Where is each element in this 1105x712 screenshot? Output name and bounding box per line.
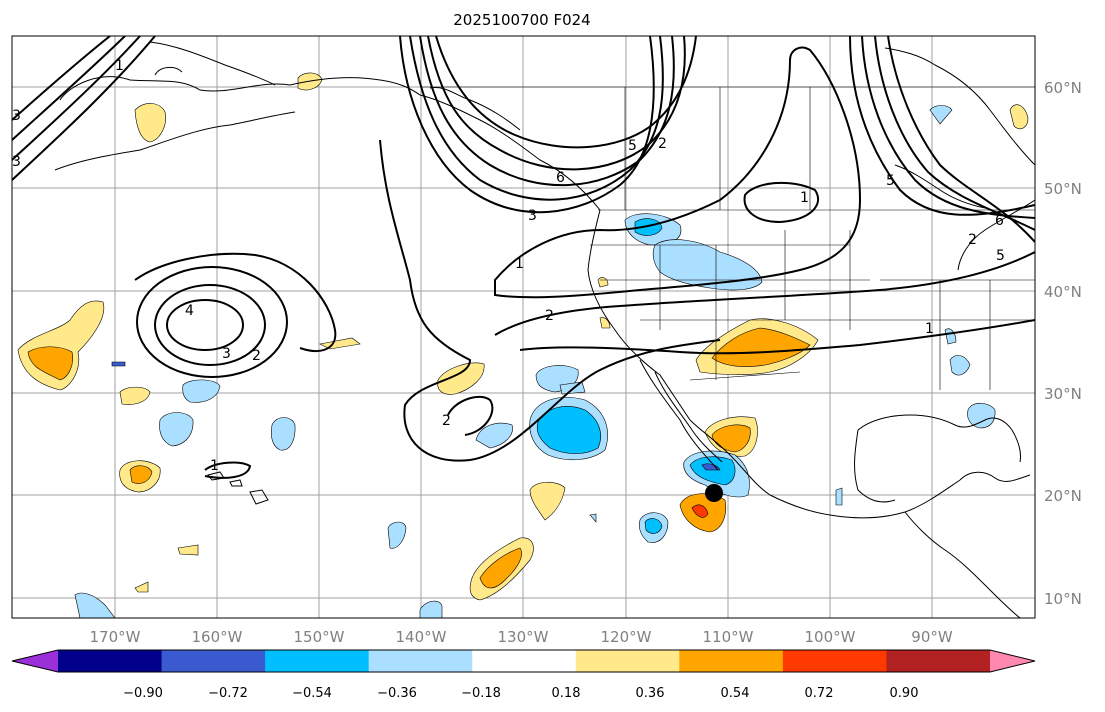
contour-label: 5 — [886, 173, 895, 189]
contour-label: 6 — [995, 213, 1004, 229]
lon-tick-label: 100°W — [805, 628, 856, 646]
contour-label: 2 — [658, 136, 667, 152]
lat-tick-label: 10°N — [1044, 590, 1082, 608]
location-marker — [705, 484, 723, 502]
lon-tick-label: 130°W — [498, 628, 549, 646]
colorbar-segments — [58, 650, 991, 672]
contour-lines — [12, 36, 1035, 479]
colorbar-label: −0.54 — [292, 686, 332, 701]
colorbar-label: −0.18 — [461, 686, 501, 701]
contour-label: 3 — [12, 108, 21, 124]
figure-title: 2025100700 F024 — [453, 11, 590, 29]
colorbar-max-extension — [990, 650, 1035, 672]
colorbar-label: 0.90 — [890, 686, 919, 701]
contour-label: 1 — [210, 458, 219, 474]
colorbar-segment — [265, 650, 370, 672]
colorbar-label: −0.90 — [123, 686, 163, 701]
contour-label: 2 — [968, 232, 977, 248]
colorbar-label: −0.36 — [377, 686, 417, 701]
colorbar-segment — [782, 650, 887, 672]
colorbar-outline — [11, 649, 1036, 673]
lon-tick-label: 170°W — [90, 628, 141, 646]
lon-tick-label: 90°W — [911, 628, 953, 646]
contour-label: 6 — [556, 170, 565, 186]
contour-label: 5 — [628, 138, 637, 154]
colorbar-segment — [161, 650, 266, 672]
colorbar-segment — [58, 650, 163, 672]
lon-tick-label: 120°W — [601, 628, 652, 646]
contour-label: 2 — [252, 348, 261, 364]
colorbar-segment — [886, 650, 991, 672]
colorbar-label: 0.18 — [552, 686, 581, 701]
contour-label: 1 — [925, 321, 934, 337]
political-borders — [420, 86, 1035, 390]
contour-label: 2 — [442, 413, 451, 429]
contour-labels: 1 2 3 3 4 2 1 2 1 3 5 2 6 1 1 5 6 5 2 3 — [12, 58, 1005, 474]
contour-label: 3 — [528, 208, 537, 224]
map-area: 1 2 3 3 4 2 1 2 1 3 5 2 6 1 1 5 6 5 2 3 — [11, 35, 1036, 619]
lon-tick-label: 110°W — [703, 628, 754, 646]
lon-tick-label: 140°W — [396, 628, 447, 646]
colorbar-segment — [472, 650, 577, 672]
contour-label: 4 — [185, 303, 194, 319]
contour-label: 5 — [996, 248, 1005, 264]
lat-tick-label: 30°N — [1044, 385, 1082, 403]
lat-tick-label: 50°N — [1044, 180, 1082, 198]
colorbar-label: 0.54 — [721, 686, 750, 701]
contour-label: 3 — [12, 154, 21, 170]
lon-tick-label: 160°W — [192, 628, 243, 646]
coastlines — [54, 41, 1035, 618]
contour-label: 1 — [115, 58, 124, 74]
colorbar-label: 0.72 — [805, 686, 834, 701]
contour-label: 1 — [515, 256, 524, 272]
lon-tick-label: 150°W — [294, 628, 345, 646]
colorbar-segment — [679, 650, 784, 672]
colorbar-labels: −0.90 −0.72 −0.54 −0.36 −0.18 0.18 0.36 … — [123, 686, 918, 701]
contour-label: 3 — [222, 346, 231, 362]
colorbar-label: −0.72 — [208, 686, 248, 701]
contour-label: 1 — [800, 190, 809, 206]
longitude-tick-labels: 170°W 160°W 150°W 140°W 130°W 120°W 110°… — [90, 628, 953, 646]
map-frame — [11, 35, 1036, 619]
colorbar-min-extension — [12, 650, 58, 672]
colorbar-label: 0.36 — [636, 686, 665, 701]
lat-tick-label: 40°N — [1044, 283, 1082, 301]
colorbar-segment — [575, 650, 680, 672]
lat-tick-label: 20°N — [1044, 487, 1082, 505]
colorbar-segment — [368, 650, 473, 672]
lat-tick-label: 60°N — [1044, 79, 1082, 97]
contour-label: 2 — [545, 308, 554, 324]
latitude-tick-labels: 60°N 50°N 40°N 30°N 20°N 10°N — [1044, 79, 1082, 608]
colorbar: −0.90 −0.72 −0.54 −0.36 −0.18 0.18 0.36 … — [11, 649, 1036, 701]
